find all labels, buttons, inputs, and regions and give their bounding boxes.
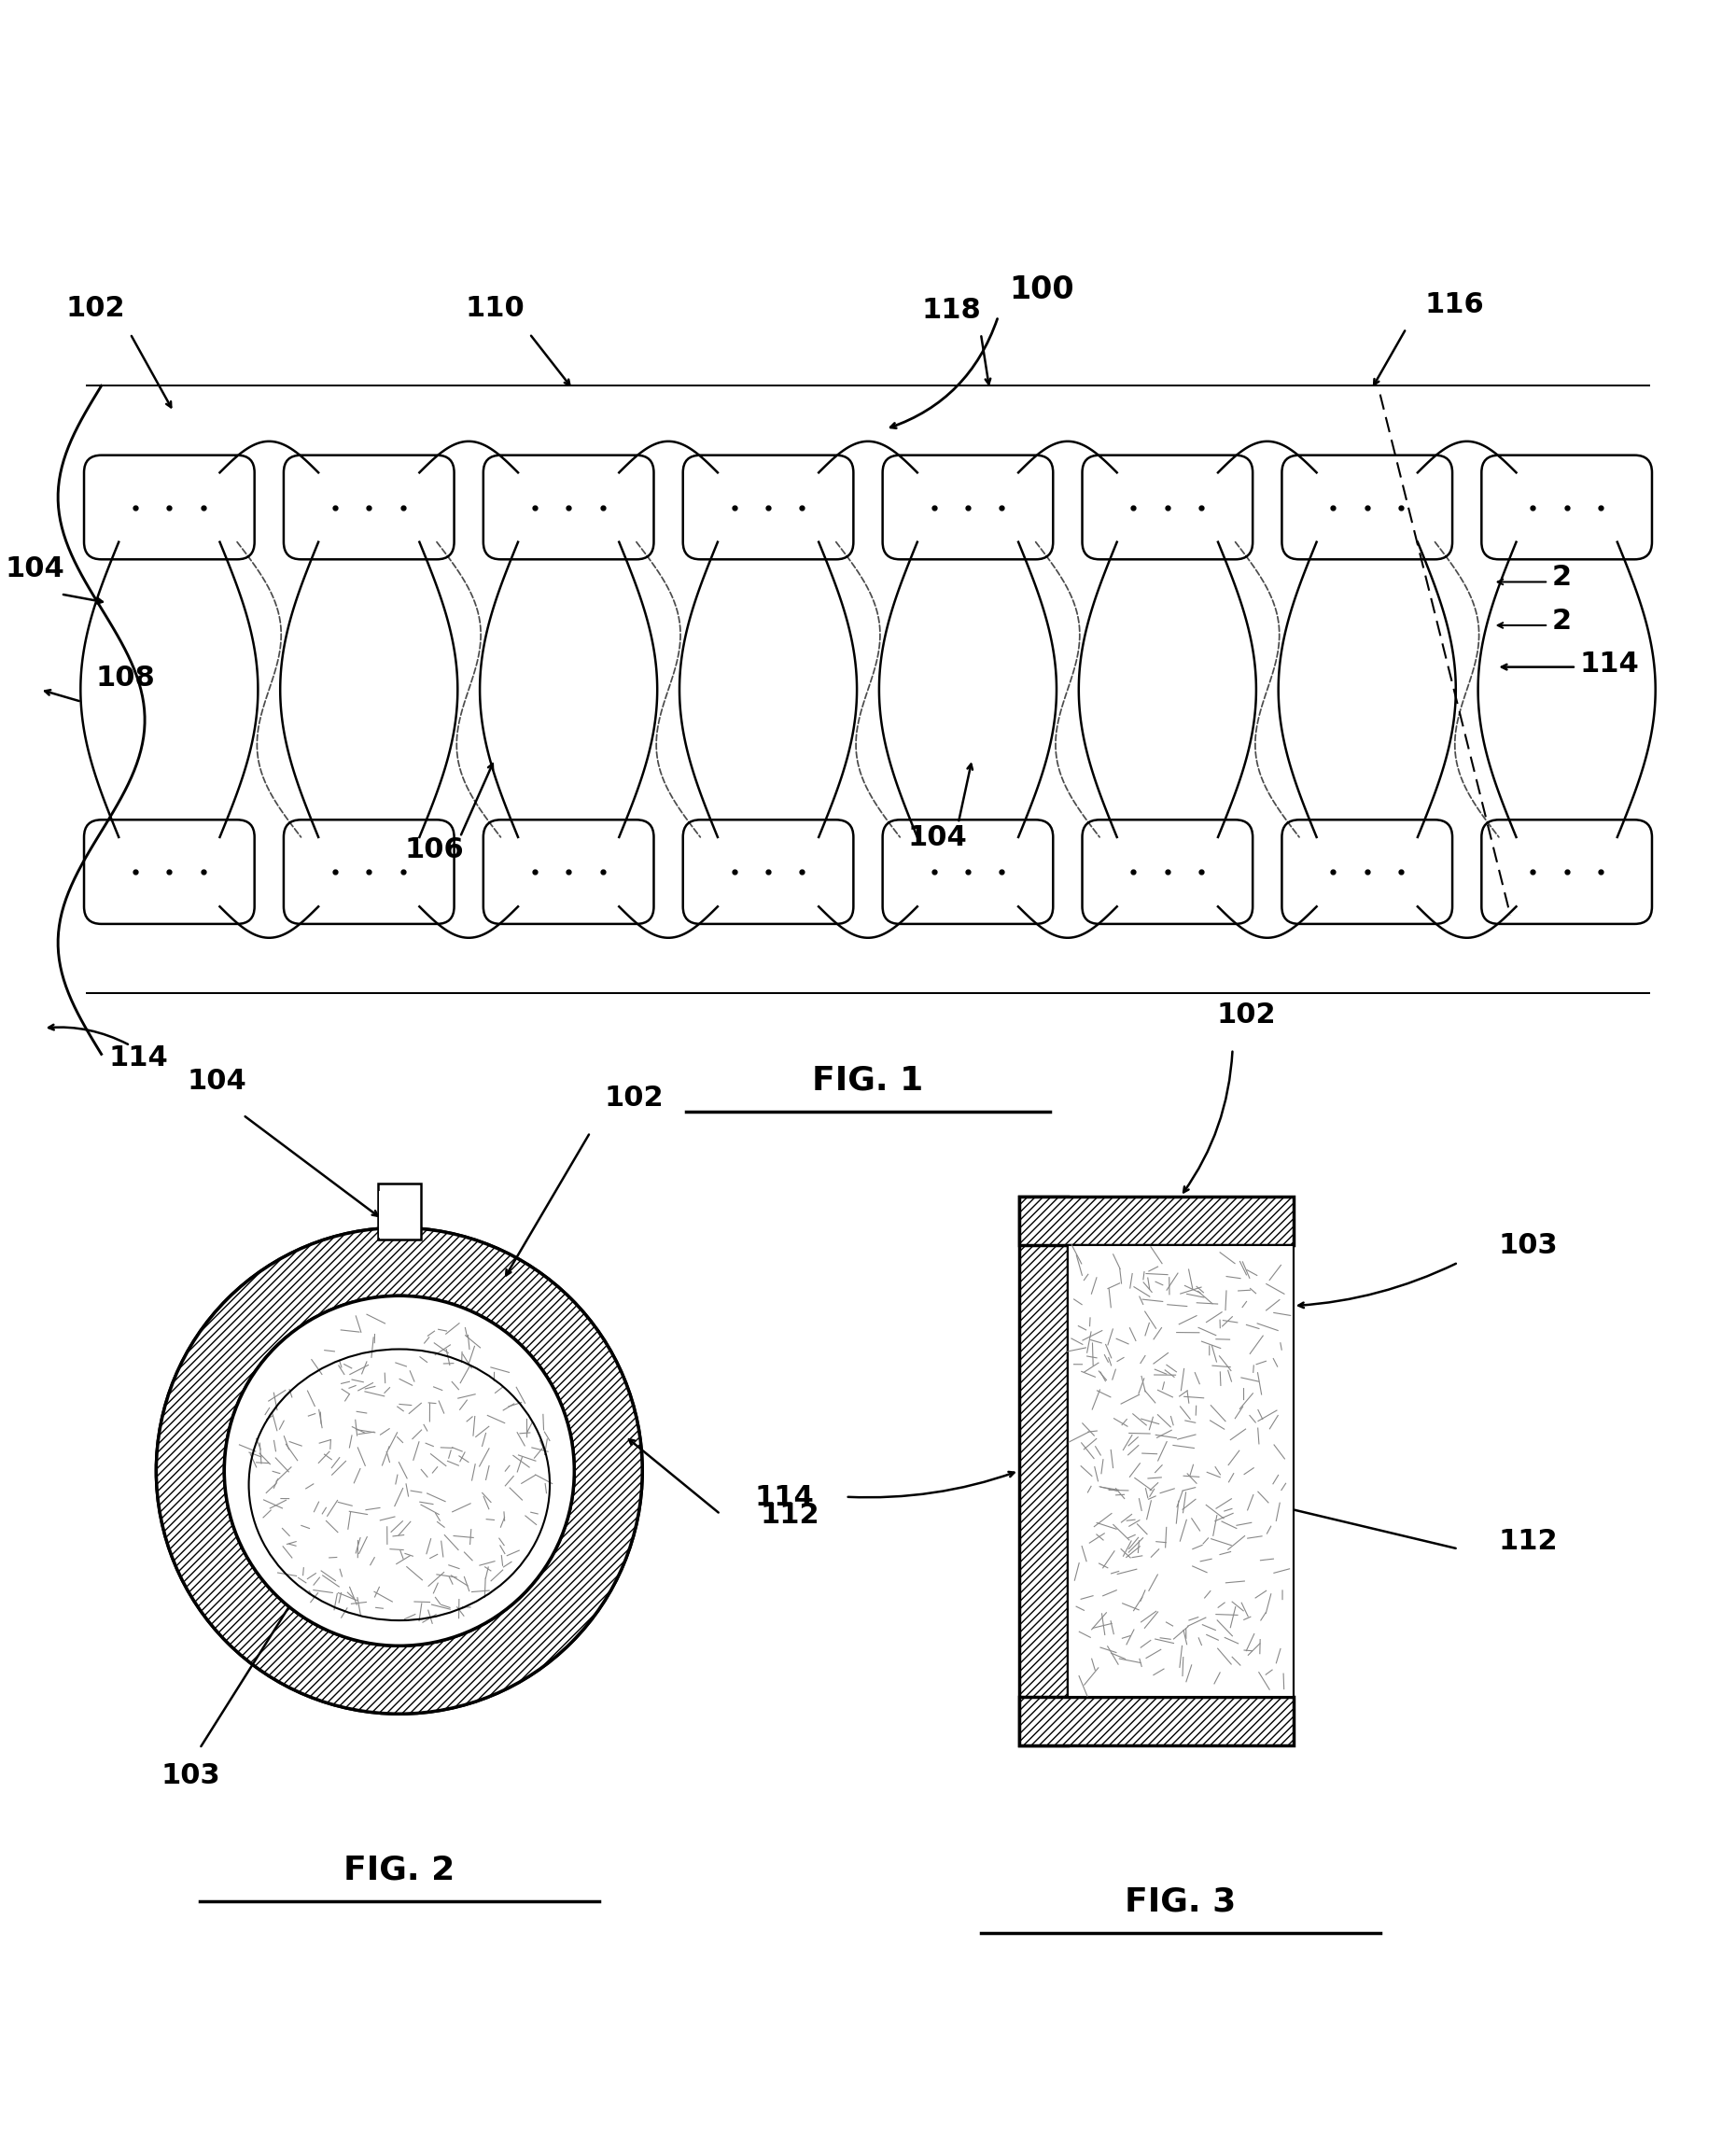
- Text: 104: 104: [908, 825, 967, 851]
- Text: FIG. 1: FIG. 1: [812, 1065, 924, 1095]
- Circle shape: [224, 1297, 575, 1646]
- Text: 118: 118: [922, 296, 981, 324]
- FancyBboxPatch shape: [882, 454, 1054, 559]
- Text: 2: 2: [1552, 564, 1571, 591]
- Text: 110: 110: [465, 296, 524, 321]
- Circle shape: [224, 1297, 575, 1646]
- FancyBboxPatch shape: [1481, 821, 1653, 924]
- Text: 106: 106: [404, 836, 464, 864]
- Bar: [1019, 1196, 1293, 1245]
- FancyBboxPatch shape: [1281, 821, 1453, 924]
- FancyBboxPatch shape: [1082, 454, 1253, 559]
- Text: 2: 2: [1552, 606, 1571, 634]
- Text: 112: 112: [1498, 1528, 1557, 1554]
- Text: 108: 108: [95, 664, 155, 692]
- FancyBboxPatch shape: [83, 821, 255, 924]
- FancyBboxPatch shape: [882, 821, 1054, 924]
- FancyBboxPatch shape: [483, 821, 654, 924]
- Text: FIG. 3: FIG. 3: [1125, 1886, 1236, 1918]
- Text: 102: 102: [66, 296, 125, 321]
- Circle shape: [156, 1228, 642, 1714]
- Text: 103: 103: [1498, 1232, 1557, 1260]
- Text: 102: 102: [604, 1084, 663, 1112]
- FancyBboxPatch shape: [1481, 454, 1653, 559]
- Text: 114: 114: [755, 1485, 814, 1511]
- FancyBboxPatch shape: [1281, 454, 1453, 559]
- Bar: [1019, 1697, 1293, 1744]
- Text: 100: 100: [1009, 274, 1075, 306]
- Text: FIG. 2: FIG. 2: [344, 1854, 455, 1886]
- FancyBboxPatch shape: [483, 454, 654, 559]
- Text: 114: 114: [1580, 651, 1639, 677]
- FancyBboxPatch shape: [283, 454, 455, 559]
- Text: 104: 104: [5, 555, 64, 583]
- Text: 104: 104: [187, 1067, 247, 1095]
- FancyBboxPatch shape: [1082, 821, 1253, 924]
- FancyBboxPatch shape: [682, 454, 854, 559]
- Bar: [1068, 1245, 1293, 1697]
- FancyBboxPatch shape: [682, 821, 854, 924]
- Bar: [378, 1183, 420, 1239]
- Bar: [378, 1192, 418, 1237]
- Bar: [1019, 1196, 1068, 1744]
- Text: 103: 103: [161, 1762, 220, 1789]
- FancyBboxPatch shape: [83, 454, 255, 559]
- Text: 112: 112: [760, 1502, 819, 1528]
- Text: 116: 116: [1425, 291, 1484, 319]
- Text: 114: 114: [109, 1046, 168, 1072]
- Text: 102: 102: [1217, 1001, 1276, 1029]
- Circle shape: [156, 1228, 642, 1714]
- FancyBboxPatch shape: [283, 821, 455, 924]
